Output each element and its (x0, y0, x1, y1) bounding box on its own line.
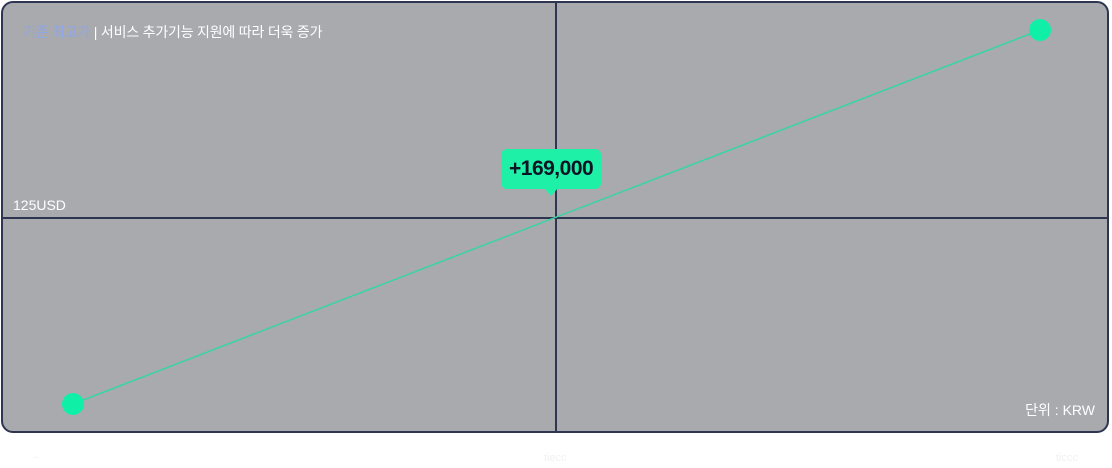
plot-area (3, 3, 1107, 431)
x-tick-label: ticcc (1056, 452, 1078, 464)
unit-label: 단위 : KRW (1025, 402, 1095, 418)
data-point (62, 393, 84, 415)
y-axis-label: 125USD (13, 197, 66, 213)
data-point (1029, 19, 1051, 41)
x-tick-label: ~ (33, 452, 40, 464)
series-layer (62, 19, 1051, 415)
chart-panel: 기존 최고가 | 서비스 추가기능 지원에 따라 더욱 증가 125USD 단위… (1, 1, 1109, 433)
value-callout: +169,000 (501, 149, 602, 196)
chart-subtitle: 기존 최고가 | 서비스 추가기능 지원에 따라 더욱 증가 (23, 22, 322, 42)
subtitle-accent: 기존 최고가 (23, 24, 91, 40)
series-line (72, 29, 1041, 405)
subtitle-text: | 서비스 추가기능 지원에 따라 더욱 증가 (93, 24, 323, 40)
x-tick-label: tiecc (544, 452, 567, 464)
